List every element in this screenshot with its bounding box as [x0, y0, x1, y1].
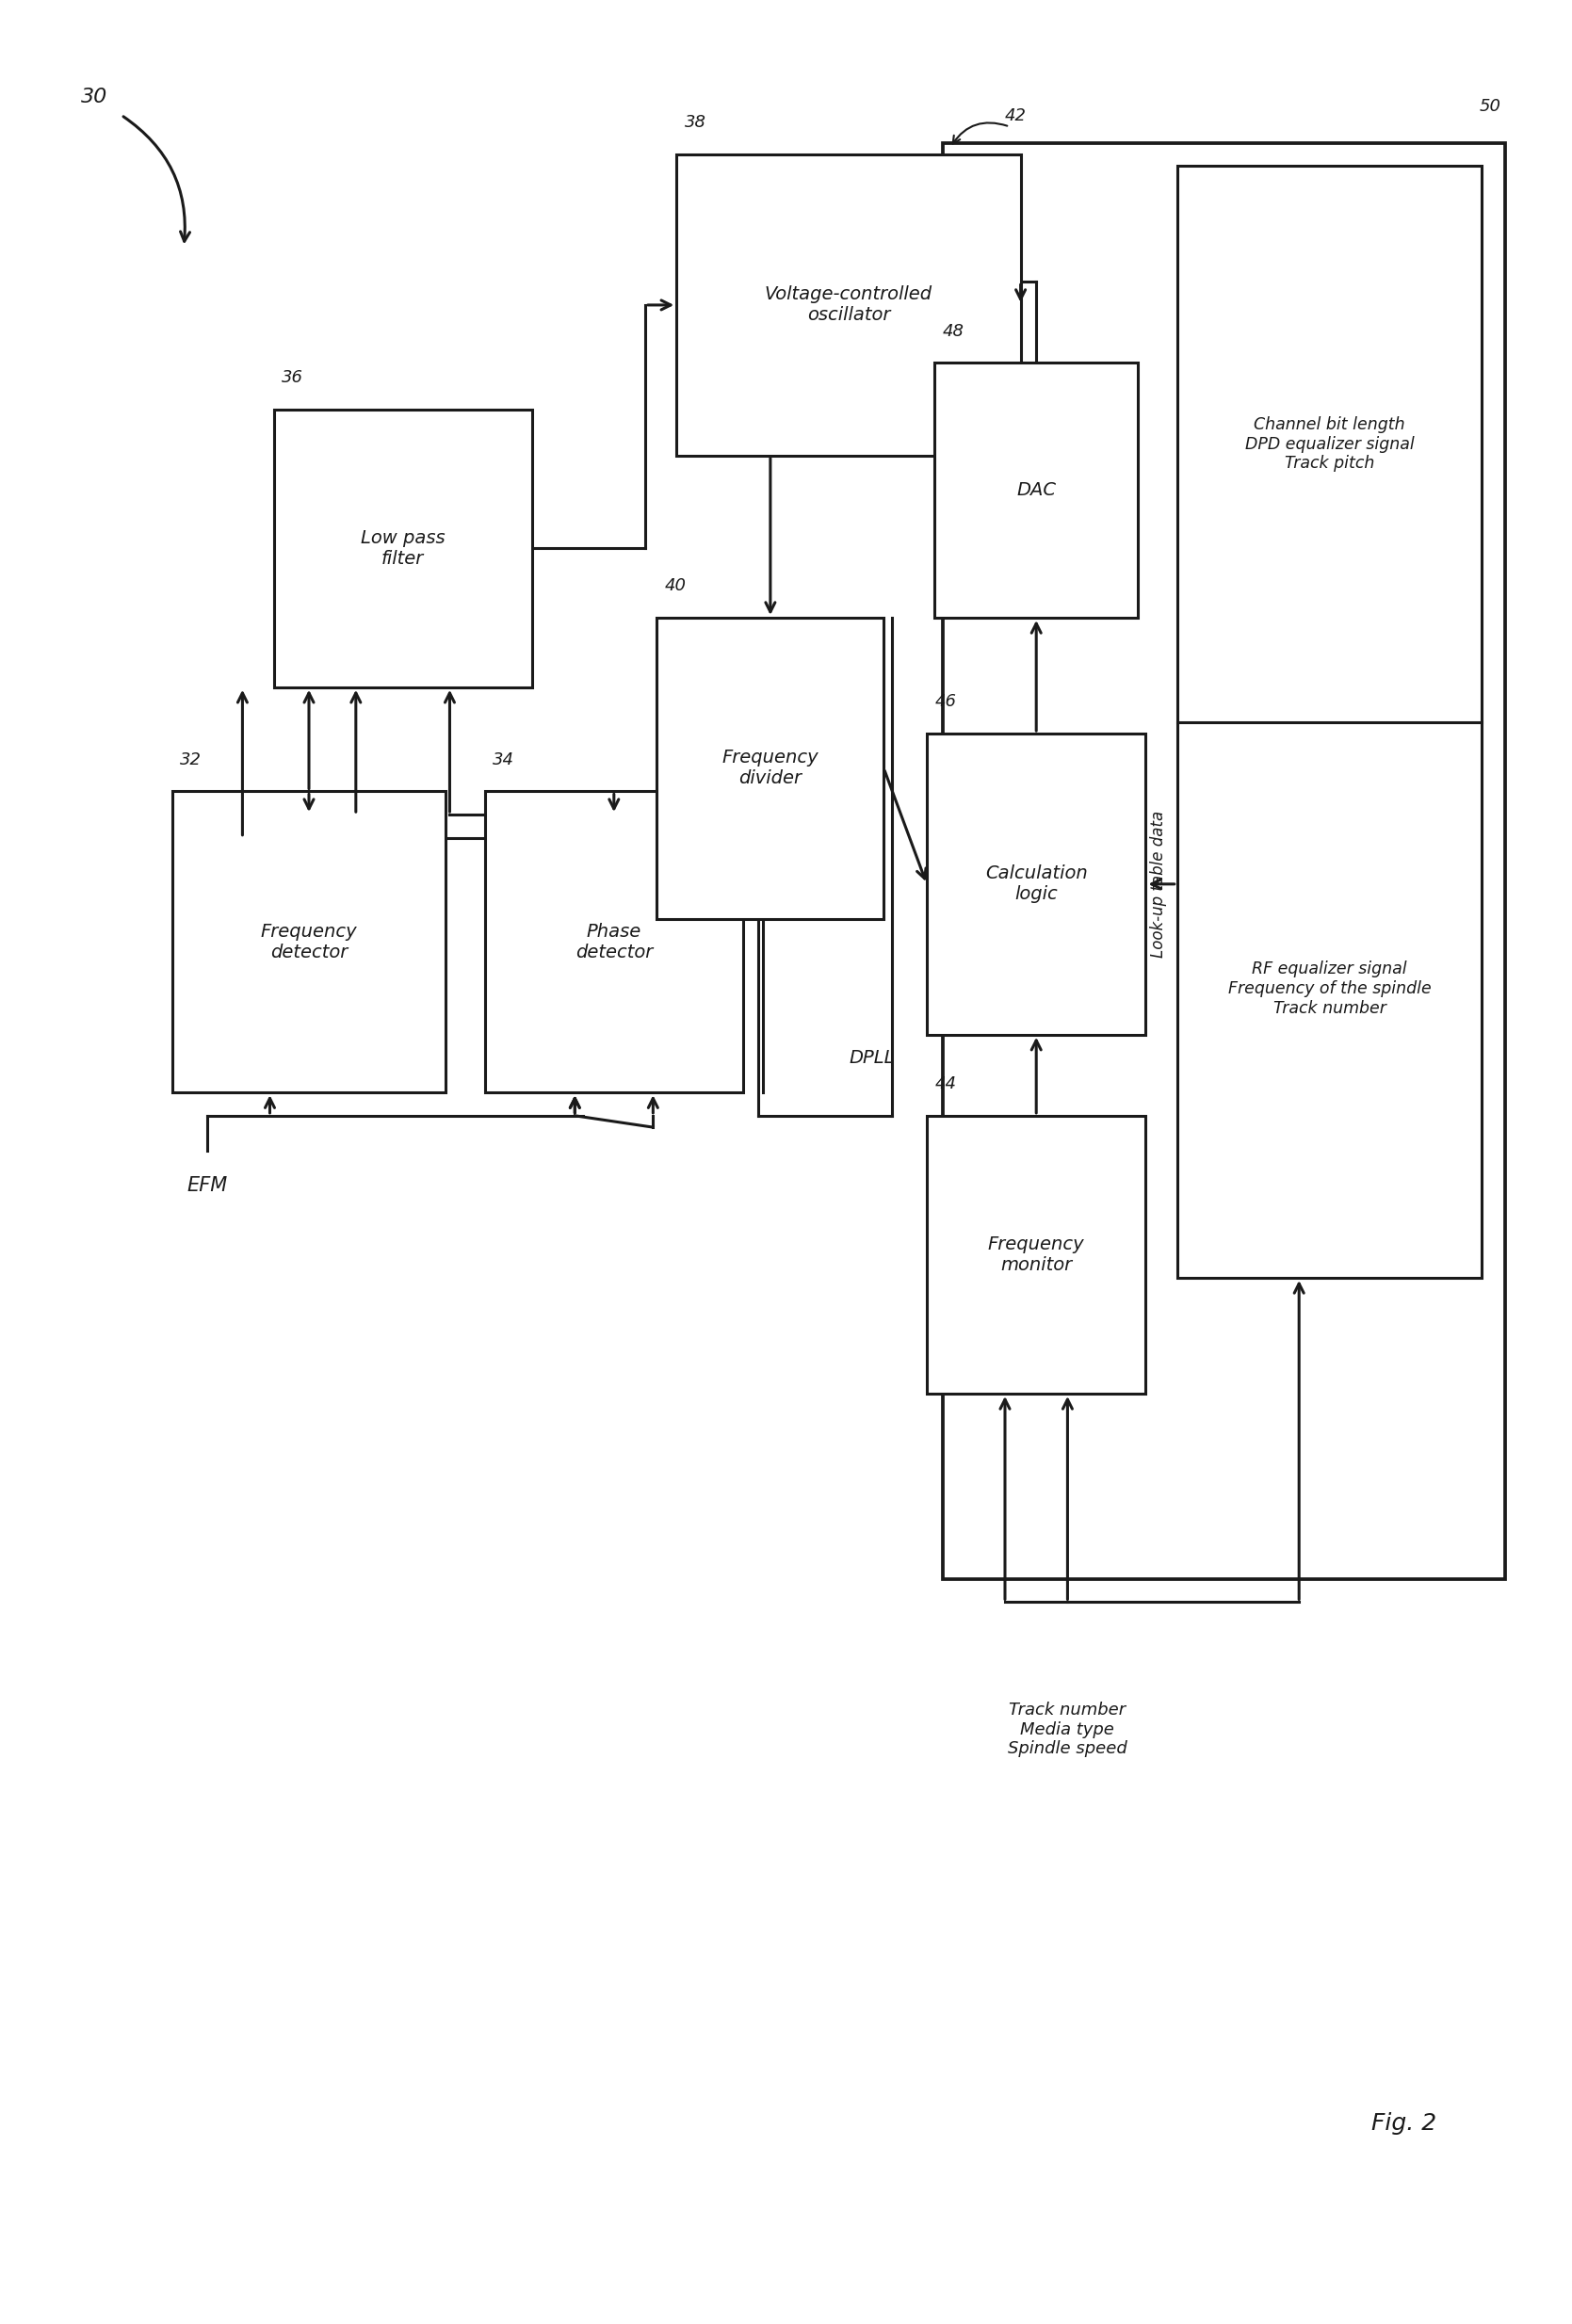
Text: Frequency
monitor: Frequency monitor — [987, 1236, 1085, 1274]
Text: Frequency
divider: Frequency divider — [722, 748, 819, 788]
Text: 46: 46 — [935, 693, 956, 711]
Text: Phase
detector: Phase detector — [575, 923, 652, 962]
Text: 48: 48 — [943, 323, 964, 339]
Text: 38: 38 — [684, 114, 706, 132]
Bar — [171, 792, 446, 1092]
Text: Fig. 2: Fig. 2 — [1371, 2113, 1437, 2133]
Bar — [935, 363, 1138, 618]
Text: 40: 40 — [665, 579, 687, 595]
Text: EFM: EFM — [187, 1176, 228, 1195]
Text: 32: 32 — [179, 751, 201, 769]
Text: 44: 44 — [935, 1076, 956, 1092]
Text: 36: 36 — [281, 370, 303, 386]
Bar — [657, 618, 883, 918]
Text: 42: 42 — [1005, 107, 1027, 125]
Bar — [927, 1116, 1146, 1394]
Text: Channel bit length
DPD equalizer signal
Track pitch: Channel bit length DPD equalizer signal … — [1245, 416, 1415, 472]
Bar — [274, 409, 531, 688]
Bar — [1177, 165, 1482, 1278]
Text: Voltage-controlled
oscillator: Voltage-controlled oscillator — [764, 286, 932, 325]
Text: 34: 34 — [492, 751, 514, 769]
Text: RF equalizer signal
Frequency of the spindle
Track number: RF equalizer signal Frequency of the spi… — [1228, 960, 1431, 1018]
Bar — [484, 792, 744, 1092]
Text: 50: 50 — [1479, 98, 1501, 116]
Text: Look-up table data: Look-up table data — [1149, 811, 1166, 957]
Text: DPLL: DPLL — [849, 1048, 894, 1067]
Text: Low pass
filter: Low pass filter — [360, 530, 445, 567]
Bar — [927, 734, 1146, 1034]
Text: Track number
Media type
Spindle speed: Track number Media type Spindle speed — [1008, 1701, 1127, 1757]
Text: Calculation
logic: Calculation logic — [986, 865, 1088, 904]
Text: Frequency
detector: Frequency detector — [261, 923, 357, 962]
Text: 30: 30 — [82, 88, 108, 107]
Bar — [943, 142, 1506, 1578]
Bar — [676, 153, 1020, 456]
Text: DAC: DAC — [1017, 481, 1056, 500]
